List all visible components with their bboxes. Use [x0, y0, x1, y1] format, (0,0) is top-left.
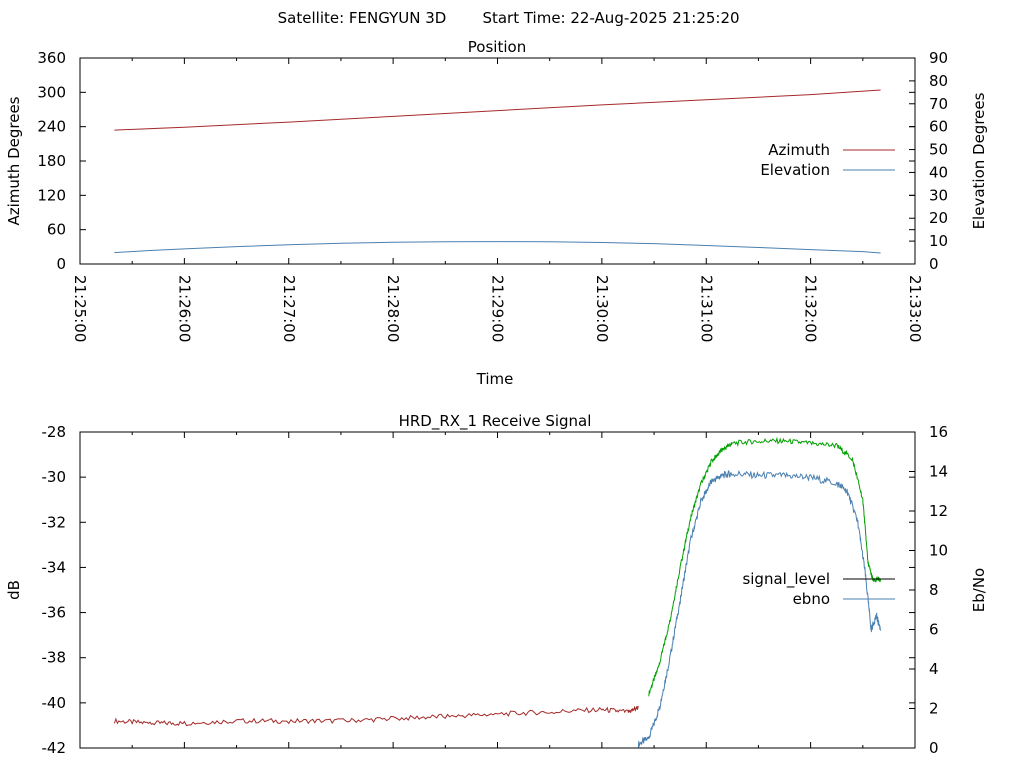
signal-y-tick-label: -34 — [42, 558, 67, 576]
signal-y2-tick-label: 4 — [929, 660, 939, 678]
position-y2-tick-label: 40 — [929, 163, 948, 181]
signal-y-tick-label: -32 — [42, 513, 67, 531]
position-x-tick-label: 21:28:00 — [384, 275, 402, 342]
position-x-tick-label: 21:33:00 — [906, 275, 924, 342]
signal-chart-title: HRD_RX_1 Receive Signal — [399, 412, 592, 431]
start-time-text: Start Time: 22-Aug-2025 21:25:20 — [482, 9, 739, 27]
signal-y-tick-label: -30 — [42, 468, 67, 486]
position-y2-tick-label: 20 — [929, 209, 948, 227]
signal-chart: HRD_RX_1 Receive Signal dB Eb/No -42 -40 -… — [5, 412, 988, 757]
position-x-tick-label: 21:32:00 — [802, 275, 820, 342]
position-y-axis-label: Azimuth Degrees — [5, 96, 23, 225]
signal-y2-tick-label: 0 — [929, 739, 939, 757]
position-y-tick-label: 120 — [37, 186, 66, 204]
position-y-tick-label: 0 — [56, 255, 66, 273]
signal-y-tick-label: -38 — [42, 649, 67, 667]
position-y2-tick-label: 80 — [929, 72, 948, 90]
position-y2-tick-label: 90 — [929, 49, 948, 67]
satellite-text: Satellite: FENGYUN 3D — [278, 9, 447, 27]
signal-y2-tick-label: 14 — [929, 463, 948, 481]
position-y2-tick-label: 0 — [929, 255, 939, 273]
position-chart-title: Position — [468, 38, 526, 56]
position-y2-tick-label: 50 — [929, 141, 948, 159]
position-y2-tick-label: 10 — [929, 232, 948, 250]
series-line-signal-level-segment-0 — [113, 705, 639, 727]
position-x-tick-label: 21:31:00 — [697, 275, 715, 342]
position-chart: Position Azimuth Degrees Elevation Degre… — [5, 38, 988, 388]
signal-y2-tick-label: 16 — [929, 423, 948, 441]
signal-y2-tick-label: 8 — [929, 581, 939, 599]
signal-legend-label: ebno — [793, 590, 830, 608]
signal-legend-label: signal_level — [742, 570, 830, 589]
signal-y-tick-label: -42 — [42, 739, 67, 757]
signal-y-tick-label: -36 — [42, 604, 67, 622]
position-y2-axis-label: Elevation Degrees — [970, 92, 988, 229]
series-line-azimuth — [114, 89, 881, 131]
signal-y2-tick-label: 12 — [929, 502, 948, 520]
position-y-tick-label: 300 — [37, 83, 66, 101]
signal-y2-tick-label: 6 — [929, 621, 939, 639]
position-legend-label: Azimuth — [768, 141, 830, 159]
position-y-tick-label: 240 — [37, 118, 66, 136]
signal-y-axis-label: dB — [5, 580, 23, 600]
position-y2-tick-label: 60 — [929, 118, 948, 136]
signal-y-tick-label: -28 — [42, 423, 67, 441]
position-x-tick-label: 21:26:00 — [175, 275, 193, 342]
position-x-axis-label: Time — [476, 370, 514, 388]
position-x-tick-label: 21:25:00 — [71, 275, 89, 342]
signal-plot-frame — [79, 431, 916, 749]
position-y-tick-label: 180 — [37, 152, 66, 170]
signal-y-tick-label: -40 — [42, 694, 67, 712]
position-legend-label: Elevation — [760, 161, 830, 179]
signal-y2-axis-label: Eb/No — [970, 568, 988, 612]
position-y-tick-label: 60 — [47, 221, 66, 239]
series-line-signal-level-segment-1 — [648, 436, 882, 697]
position-y2-tick-label: 70 — [929, 95, 948, 113]
position-y-tick-label: 360 — [37, 49, 66, 67]
series-line-elevation — [114, 241, 881, 254]
position-x-tick-label: 21:30:00 — [593, 275, 611, 342]
position-x-tick-label: 21:27:00 — [280, 275, 298, 342]
series-line-ebno — [637, 470, 882, 748]
signal-y2-tick-label: 10 — [929, 542, 948, 560]
position-y2-tick-label: 30 — [929, 186, 948, 204]
position-x-tick-label: 21:29:00 — [489, 275, 507, 342]
signal-y2-tick-label: 2 — [929, 700, 939, 718]
